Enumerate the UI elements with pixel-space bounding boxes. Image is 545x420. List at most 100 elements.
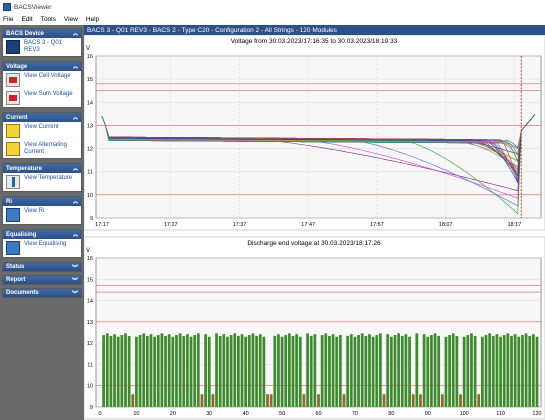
bar <box>499 336 502 407</box>
bar <box>379 333 382 407</box>
bar <box>251 333 255 407</box>
section-header[interactable]: BACS Device ︽ <box>3 29 81 38</box>
menu-file[interactable]: File <box>3 15 14 23</box>
window-title: BACSViewer <box>14 3 52 11</box>
sidebar-item-current[interactable]: View Current <box>3 122 81 140</box>
voltage-chart-icon <box>6 91 20 105</box>
y-tick-label: 12 <box>87 147 93 153</box>
thermometer-icon <box>6 175 20 189</box>
bar <box>506 333 510 407</box>
bar <box>433 333 437 407</box>
plot-area <box>95 55 542 219</box>
y-tick-label: 9 <box>90 405 93 411</box>
bar <box>382 394 386 407</box>
bar <box>368 334 371 407</box>
x-tick-label: 40 <box>243 411 249 417</box>
menu-help[interactable]: Help <box>85 15 100 23</box>
x-tick-label: 17:17 <box>95 222 109 228</box>
sidebar-section-temperature: Temperature ︽ View Temperature <box>2 163 82 192</box>
bar <box>269 394 273 407</box>
bar <box>393 335 397 407</box>
y-tick-label: 13 <box>87 123 93 129</box>
bar <box>397 333 400 407</box>
bar <box>171 336 175 407</box>
menu-bar: File Edit Tools View Help <box>0 14 545 24</box>
sidebar-item-sum-voltage[interactable]: View Sum Voltage <box>3 89 81 107</box>
bar <box>491 335 495 407</box>
bar <box>502 335 506 407</box>
bar <box>113 334 116 407</box>
x-tick-label: 18:07 <box>439 222 453 228</box>
bar <box>222 334 226 407</box>
x-tick-label: 50 <box>279 411 285 417</box>
bacs-device-icon <box>6 40 20 54</box>
x-tick-label: 110 <box>496 411 505 417</box>
bar <box>353 336 357 407</box>
ri-icon <box>6 208 20 222</box>
bar <box>277 334 280 407</box>
bar <box>149 334 153 407</box>
menu-edit[interactable]: Edit <box>21 15 33 23</box>
bar <box>164 335 167 407</box>
sidebar-item-equalising[interactable]: View Equalising <box>3 239 81 257</box>
x-tick-label: 120 <box>532 411 541 417</box>
bar <box>131 394 135 407</box>
sidebar-item-temperature[interactable]: View Temperature <box>3 173 81 191</box>
bar <box>349 334 353 407</box>
bar <box>175 335 178 407</box>
charts-area: Voltage from 30.03.2023/17:16:35 to 30.0… <box>84 35 545 420</box>
bar <box>258 334 262 407</box>
menu-view[interactable]: View <box>63 15 78 23</box>
bar <box>488 333 492 407</box>
bar <box>338 335 342 407</box>
menu-tools[interactable]: Tools <box>40 15 56 23</box>
section-header[interactable]: Current ︽ <box>3 113 81 122</box>
section-header[interactable]: Equalising ︽ <box>3 230 81 239</box>
voltage-series-line <box>101 114 536 156</box>
x-tick-label: 100 <box>460 411 469 417</box>
app-icon <box>3 3 11 11</box>
bar <box>510 335 513 407</box>
bar <box>437 335 441 407</box>
collapse-icon: ︽ <box>72 232 78 238</box>
x-tick-label: 70 <box>352 411 358 417</box>
bar <box>156 335 160 407</box>
sidebar-item-alternating-current[interactable]: View Alternating Current <box>3 140 81 158</box>
bar <box>386 334 390 407</box>
sidebar-item-bacs[interactable]: BACS 3 - Q01 REV3 <box>3 38 81 56</box>
section-header[interactable]: Voltage ︽ <box>3 62 81 71</box>
bar <box>200 394 204 407</box>
bar <box>229 335 233 407</box>
bar <box>247 335 251 407</box>
y-tick-label: 10 <box>87 384 93 390</box>
bar <box>451 333 455 407</box>
bar <box>422 334 426 407</box>
collapse-icon: ︽ <box>72 115 78 121</box>
bar <box>389 336 393 407</box>
sidebar-section-status[interactable]: Status ︾ <box>2 262 82 272</box>
section-header[interactable]: Ri ︽ <box>3 197 81 206</box>
bar <box>331 334 335 407</box>
bar <box>360 333 364 407</box>
sidebar-item-ri[interactable]: View Ri <box>3 206 81 224</box>
bar <box>127 335 131 407</box>
bar <box>411 394 415 407</box>
alternating-current-icon <box>6 142 20 156</box>
bar <box>193 335 197 407</box>
sidebar-section-report[interactable]: Report ︾ <box>2 275 82 285</box>
sidebar-item-cell-voltage[interactable]: View Cell Voltage <box>3 71 81 89</box>
section-header[interactable]: Temperature ︽ <box>3 164 81 173</box>
bar <box>448 335 451 407</box>
bar <box>517 336 521 407</box>
bar <box>284 335 288 407</box>
equalising-icon <box>6 241 20 255</box>
sidebar-section-current: Current ︽ View Current View Alternating C… <box>2 112 82 159</box>
bar <box>189 336 193 407</box>
x-tick-label: 90 <box>425 411 431 417</box>
bar <box>240 334 244 407</box>
bar <box>404 334 408 407</box>
sidebar-section-documents[interactable]: Documents ︾ <box>2 288 82 298</box>
y-tick-label: 10 <box>87 193 93 199</box>
bar <box>521 335 524 407</box>
voltage-series-line <box>101 114 536 184</box>
